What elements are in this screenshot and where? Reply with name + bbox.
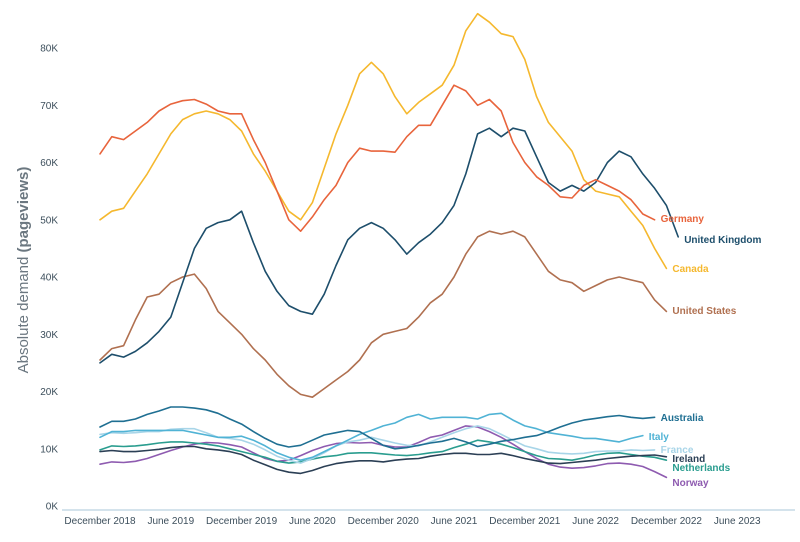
y-axis-title-bold: (pageviews) xyxy=(15,167,32,253)
series-line-france xyxy=(99,425,656,464)
series-label-united-kingdom: United Kingdom xyxy=(684,235,761,246)
series-label-united-states: United States xyxy=(672,306,736,317)
x-tick-label: December 2019 xyxy=(206,516,278,527)
y-tick-label: 20K xyxy=(40,387,58,398)
y-axis-title: Absolute demand (pageviews) xyxy=(15,167,32,374)
series-line-united-kingdom xyxy=(99,127,680,364)
x-tick-label: June 2021 xyxy=(431,516,478,527)
series-lines xyxy=(99,12,680,479)
series-line-norway xyxy=(99,425,668,479)
series-label-netherlands: Netherlands xyxy=(672,463,730,474)
series-line-canada xyxy=(99,12,668,270)
y-tick-label: 40K xyxy=(40,273,58,284)
y-tick-label: 80K xyxy=(40,44,58,55)
series-label-norway: Norway xyxy=(672,478,709,489)
series-line-italy xyxy=(99,412,644,462)
series-line-united-states xyxy=(99,230,668,399)
series-line-netherlands xyxy=(99,439,668,464)
series-line-ireland xyxy=(99,445,668,475)
x-tick-label: June 2020 xyxy=(289,516,336,527)
y-tick-label: 70K xyxy=(40,101,58,112)
y-tick-label: 10K xyxy=(40,444,58,455)
series-line-australia xyxy=(99,406,656,450)
x-axis: December 2018 June 2019 December 2019 June … xyxy=(64,516,761,527)
x-tick-label: June 2022 xyxy=(572,516,619,527)
series-label-germany: Germany xyxy=(661,214,705,225)
y-tick-label: 30K xyxy=(40,330,58,341)
x-tick-label: December 2021 xyxy=(489,516,561,527)
series-label-australia: Australia xyxy=(661,413,704,424)
x-tick-label: December 2020 xyxy=(348,516,420,527)
x-tick-label: December 2018 xyxy=(64,516,136,527)
y-axis-title-main: Absolute demand xyxy=(15,257,32,374)
y-tick-label: 0K xyxy=(46,502,59,513)
series-line-germany xyxy=(99,84,656,232)
series-label-canada: Canada xyxy=(672,264,709,275)
x-tick-label: June 2019 xyxy=(147,516,194,527)
series-label-france: France xyxy=(661,445,694,456)
y-tick-label: 50K xyxy=(40,215,58,226)
y-axis: 0K 10K 20K 30K 40K 50K 60K 70K 80K xyxy=(40,44,58,513)
y-tick-label: 60K xyxy=(40,158,58,169)
series-label-italy: Italy xyxy=(649,432,669,443)
series-label-ireland: Ireland xyxy=(672,454,705,465)
x-tick-label: June 2023 xyxy=(714,516,761,527)
x-tick-label: December 2022 xyxy=(631,516,703,527)
